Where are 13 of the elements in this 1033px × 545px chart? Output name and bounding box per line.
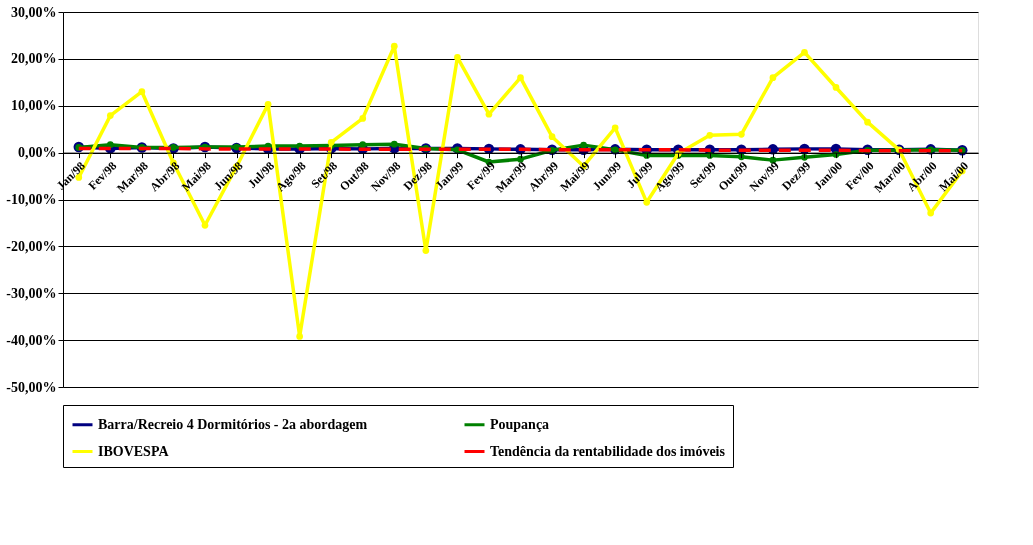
y-tick-label: -30,00% [6, 285, 57, 301]
y-tick-label: -10,00% [6, 192, 57, 207]
legend-label: Tendência da rentabilidade dos imóveis [490, 443, 726, 459]
y-tick-label: 30,00% [11, 4, 57, 20]
legend-label: Poupança [490, 416, 550, 432]
y-tick-label: -50,00% [6, 379, 57, 395]
legend-label: IBOVESPA [98, 443, 170, 459]
y-tick-label: 10,00% [11, 98, 57, 114]
y-tick-label: -20,00% [6, 238, 57, 254]
y-tick-label: -40,00% [6, 332, 57, 348]
y-tick-label: 0,00% [18, 145, 57, 161]
y-tick-label: 20,00% [11, 51, 57, 67]
legend-label: Barra/Recreio 4 Dormitórios - 2a abordagem [98, 416, 368, 432]
